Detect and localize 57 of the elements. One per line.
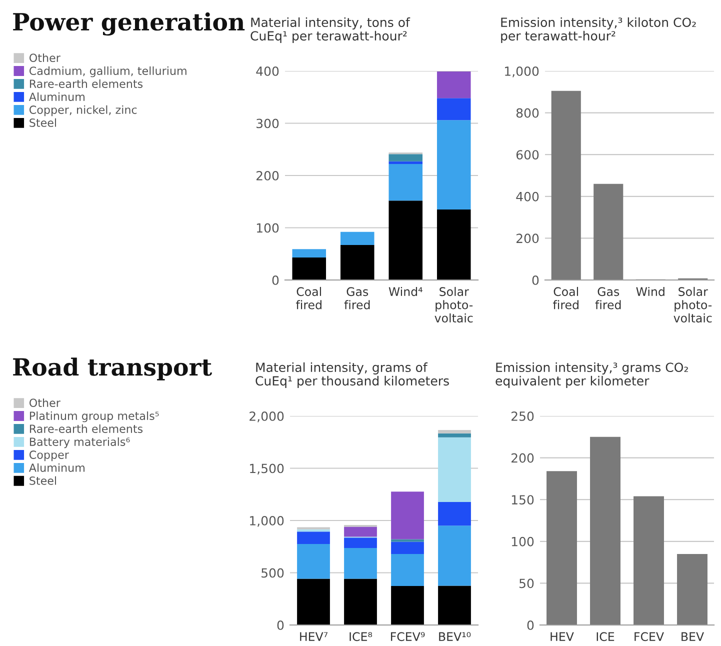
- x-tick-label: BEV¹⁰: [439, 632, 471, 641]
- y-tick-label: 200: [512, 453, 534, 463]
- legend-label: Rare-earth elements: [30, 79, 143, 88]
- y-tick-label: 1,000: [505, 66, 539, 78]
- y-tick-label: 400: [256, 66, 279, 76]
- y-tick-label: 0: [532, 275, 539, 285]
- legend-label: Copper, nickel, zinc: [30, 105, 137, 116]
- x-tick-label: HEV⁷: [300, 632, 328, 641]
- chart-title: Road transport: [13, 358, 212, 380]
- y-tick-label: 2,000: [250, 411, 284, 422]
- x-tick-label: BEV: [682, 632, 704, 641]
- y-tick-label: 100: [512, 536, 534, 546]
- legend-label: Battery materials⁶: [30, 437, 130, 448]
- x-tick-label: Solar photo- voltaic: [674, 286, 712, 323]
- y-tick-label: 100: [256, 223, 279, 233]
- y-tick-label: 0: [277, 620, 284, 630]
- y-tick-label: 250: [512, 411, 534, 421]
- x-tick-label: FCEV⁹: [391, 632, 425, 642]
- x-tick-label: Solar photo- voltaic: [434, 286, 473, 323]
- y-tick-label: 200: [516, 234, 539, 244]
- legend-label: Steel: [30, 118, 56, 127]
- chart-subtitle: Material intensity, grams of CuEq¹ per thousand kilometers: [256, 362, 449, 388]
- x-tick-label: FCEV: [634, 632, 664, 642]
- y-tick-label: 1,500: [250, 464, 284, 474]
- y-tick-label: 150: [512, 495, 534, 505]
- y-tick-label: 0: [527, 620, 534, 630]
- x-tick-label: Coal fired: [553, 286, 578, 310]
- y-tick-label: 300: [256, 118, 279, 128]
- legend-label: Aluminum: [28, 92, 84, 101]
- x-tick-label: Gas fired: [595, 287, 621, 310]
- x-tick-label: Wind: [636, 286, 664, 296]
- x-tick-label: HEV: [550, 632, 574, 641]
- chart-title: Emission intensity,³ grams CO₂ equivalent per kilometer: [496, 362, 688, 388]
- y-tick-label: 0: [272, 275, 279, 285]
- chart-subtitle: Material intensity, tons of CuEq¹ per terawatt-hour²: [250, 17, 410, 43]
- legend-label: Platinum group metals⁵: [30, 411, 159, 422]
- y-tick-label: 800: [516, 108, 539, 118]
- chart-title: Emission intensity,³ kiloton CO₂ per terawatt-hour²: [501, 17, 696, 43]
- x-tick-label: ICE⁸: [350, 632, 372, 642]
- x-tick-label: Wind⁴: [388, 286, 422, 296]
- y-tick-label: 500: [262, 568, 284, 578]
- legend-label: Aluminum: [28, 463, 84, 472]
- y-tick-label: 1,000: [250, 516, 284, 527]
- x-tick-label: Coal fired: [296, 286, 322, 310]
- y-tick-label: 200: [256, 170, 279, 180]
- legend-label: Copper: [30, 450, 69, 462]
- chart-title: Power generation: [13, 12, 245, 36]
- legend-label: Steel: [30, 476, 56, 485]
- legend-label: Other: [30, 398, 60, 408]
- y-tick-label: 600: [516, 150, 539, 160]
- x-tick-label: Gas fired: [344, 287, 370, 310]
- legend-label: Rare-earth elements: [30, 424, 143, 433]
- legend-label: Cadmium, gallium, tellurium: [30, 66, 186, 78]
- y-tick-label: 400: [516, 192, 539, 202]
- legend-label: Other: [30, 53, 60, 62]
- y-tick-label: 50: [520, 578, 534, 588]
- x-tick-label: ICE: [596, 632, 614, 642]
